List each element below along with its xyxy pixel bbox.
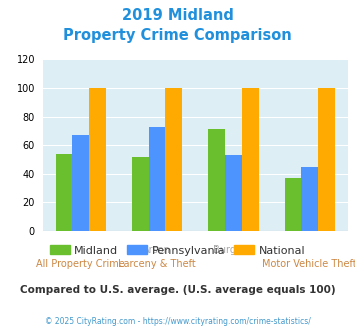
Text: Larceny & Theft: Larceny & Theft xyxy=(118,259,196,269)
Bar xyxy=(72,135,89,231)
Bar xyxy=(301,167,318,231)
Bar xyxy=(89,88,106,231)
Text: All Property Crime: All Property Crime xyxy=(36,259,125,269)
Bar xyxy=(225,155,242,231)
Bar xyxy=(149,127,165,231)
Text: Arson: Arson xyxy=(143,245,171,255)
Text: Motor Vehicle Theft: Motor Vehicle Theft xyxy=(262,259,355,269)
Bar xyxy=(56,154,72,231)
Text: © 2025 CityRating.com - https://www.cityrating.com/crime-statistics/: © 2025 CityRating.com - https://www.city… xyxy=(45,317,310,326)
Text: 2019 Midland: 2019 Midland xyxy=(121,8,234,23)
Bar xyxy=(285,178,301,231)
Text: Compared to U.S. average. (U.S. average equals 100): Compared to U.S. average. (U.S. average … xyxy=(20,285,335,295)
Bar xyxy=(132,157,149,231)
Legend: Midland, Pennsylvania, National: Midland, Pennsylvania, National xyxy=(45,241,310,260)
Text: Property Crime Comparison: Property Crime Comparison xyxy=(63,28,292,43)
Text: Burglary: Burglary xyxy=(213,245,254,255)
Bar xyxy=(208,129,225,231)
Bar xyxy=(318,88,335,231)
Bar xyxy=(242,88,258,231)
Bar xyxy=(165,88,182,231)
